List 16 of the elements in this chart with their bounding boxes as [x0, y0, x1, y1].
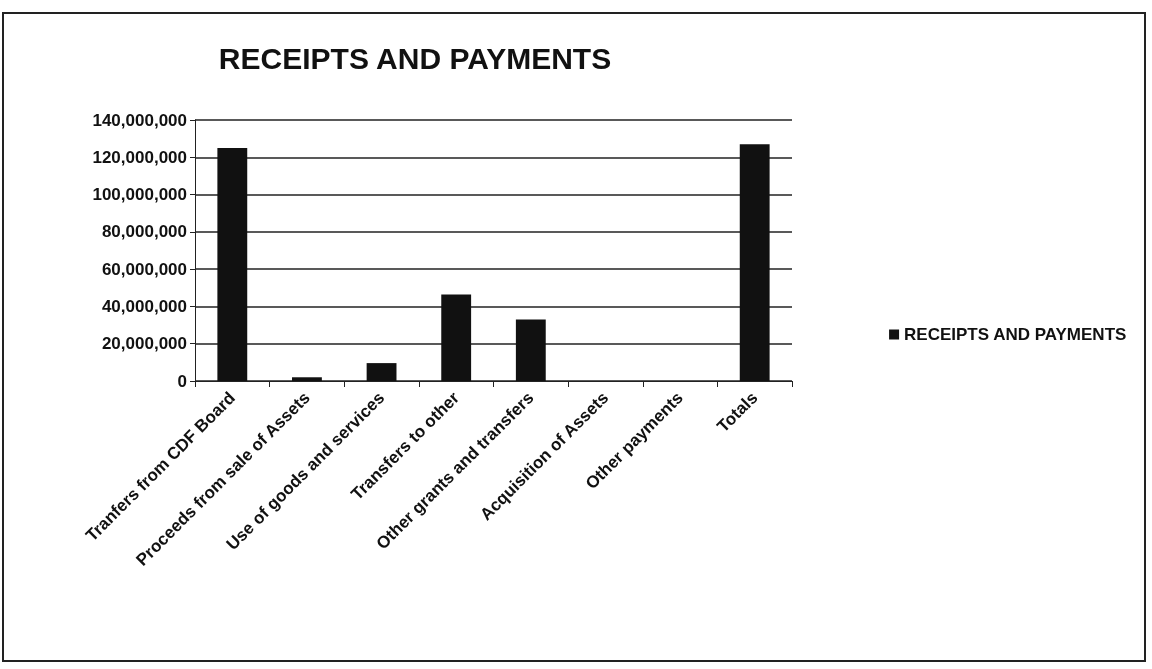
bar — [739, 144, 770, 381]
y-tick-label: 60,000,000 — [101, 259, 187, 279]
y-tick-label: 80,000,000 — [101, 222, 187, 242]
bar — [366, 363, 397, 381]
chart-title: RECEIPTS AND PAYMENTS — [218, 41, 612, 75]
bar — [515, 319, 546, 381]
legend-label: RECEIPTS AND PAYMENTS — [904, 325, 1127, 344]
y-tick-label: 120,000,000 — [92, 147, 187, 167]
bar — [441, 294, 472, 381]
y-tick-label: 140,000,000 — [92, 110, 187, 130]
y-tick-label: 20,000,000 — [101, 334, 187, 354]
y-tick-label: 0 — [177, 371, 187, 391]
bar — [292, 377, 322, 381]
y-tick-label: 40,000,000 — [101, 296, 187, 316]
y-tick-label: 100,000,000 — [92, 185, 187, 205]
bar — [217, 147, 248, 381]
